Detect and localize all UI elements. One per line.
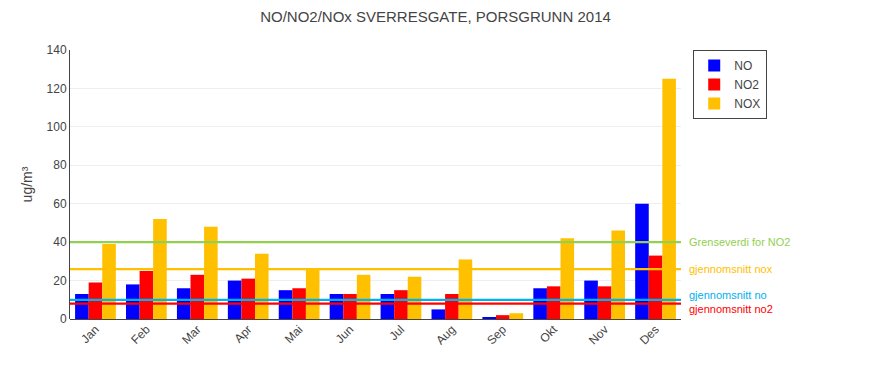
svg-text:NO/NO2/NOx SVERRESGATE, PORSGR: NO/NO2/NOx SVERRESGATE, PORSGRUNN 2014: [260, 8, 611, 25]
svg-text:20: 20: [53, 274, 67, 288]
svg-text:120: 120: [47, 82, 67, 96]
svg-text:60: 60: [53, 197, 67, 211]
svg-text:Jul: Jul: [387, 322, 408, 343]
svg-text:40: 40: [53, 235, 67, 249]
svg-text:80: 80: [53, 158, 67, 172]
svg-text:140: 140: [47, 43, 67, 57]
svg-text:Sep: Sep: [484, 322, 509, 347]
svg-text:ug/m³: ug/m³: [19, 166, 35, 202]
svg-text:Okt: Okt: [537, 322, 561, 346]
svg-text:gjennomsnitt nox: gjennomsnitt nox: [689, 263, 773, 275]
svg-text:Jan: Jan: [78, 322, 102, 346]
svg-text:Aug: Aug: [433, 322, 458, 347]
svg-text:Nov: Nov: [586, 322, 611, 347]
svg-text:gjennomsnitt no: gjennomsnitt no: [689, 289, 767, 301]
svg-text:Feb: Feb: [128, 322, 153, 347]
svg-text:NO: NO: [734, 59, 752, 73]
svg-text:Mai: Mai: [282, 322, 306, 346]
svg-text:Apr: Apr: [231, 322, 254, 345]
svg-text:NOX: NOX: [734, 97, 760, 111]
svg-text:0: 0: [60, 312, 67, 326]
svg-text:NO2: NO2: [734, 78, 759, 92]
svg-text:Jun: Jun: [333, 322, 357, 346]
svg-text:100: 100: [47, 120, 67, 134]
svg-text:gjennomsnitt no2: gjennomsnitt no2: [689, 303, 773, 315]
svg-text:Grenseverdi for NO2: Grenseverdi for NO2: [689, 236, 790, 248]
svg-text:Des: Des: [637, 322, 662, 347]
svg-text:Mar: Mar: [179, 322, 204, 347]
